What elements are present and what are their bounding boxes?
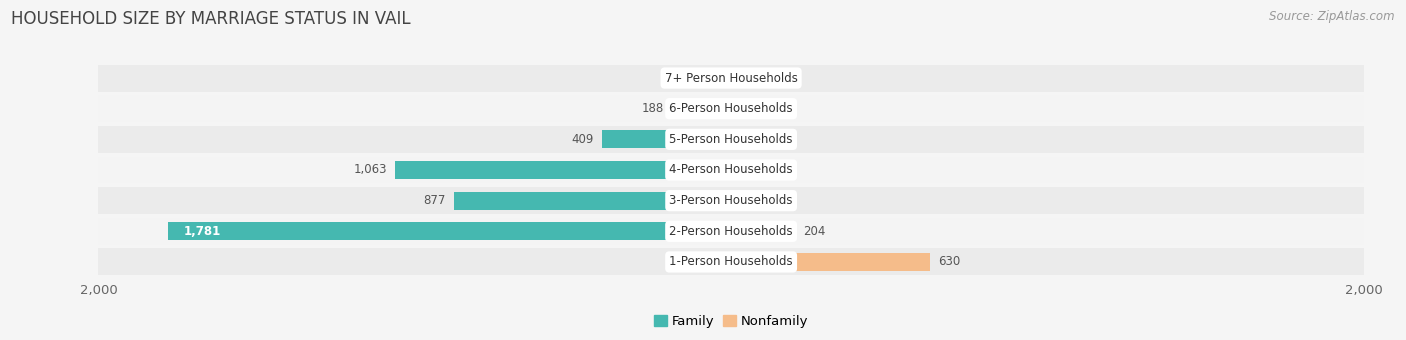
Bar [731, 192, 756, 209]
Text: 1,781: 1,781 [184, 225, 221, 238]
Bar [98, 187, 1364, 214]
Text: 877: 877 [423, 194, 446, 207]
Text: HOUSEHOLD SIZE BY MARRIAGE STATUS IN VAIL: HOUSEHOLD SIZE BY MARRIAGE STATUS IN VAI… [11, 10, 411, 28]
Bar [98, 65, 1364, 91]
Text: 0: 0 [765, 71, 772, 85]
Text: 409: 409 [571, 133, 593, 146]
Text: 0: 0 [765, 164, 772, 176]
Text: 0: 0 [765, 194, 772, 207]
Bar [731, 131, 756, 148]
Text: 69: 69 [686, 71, 702, 85]
Text: 188: 188 [641, 102, 664, 115]
Bar [98, 95, 1364, 122]
Bar [454, 192, 731, 209]
Bar [731, 100, 756, 118]
Bar [98, 218, 1364, 245]
Text: 2-Person Households: 2-Person Households [669, 225, 793, 238]
Text: 3-Person Households: 3-Person Households [669, 194, 793, 207]
Text: 630: 630 [938, 255, 960, 269]
Text: 6-Person Households: 6-Person Households [669, 102, 793, 115]
Bar [98, 156, 1364, 184]
Bar [731, 253, 931, 271]
Text: 5-Person Households: 5-Person Households [669, 133, 793, 146]
Text: 0: 0 [765, 133, 772, 146]
Bar [731, 69, 756, 87]
Legend: Family, Nonfamily: Family, Nonfamily [648, 310, 814, 333]
Bar [98, 249, 1364, 275]
Text: 1,063: 1,063 [353, 164, 387, 176]
Text: 4-Person Households: 4-Person Households [669, 164, 793, 176]
Bar [602, 131, 731, 148]
Bar [672, 100, 731, 118]
Text: 204: 204 [804, 225, 825, 238]
Bar [731, 161, 756, 179]
Text: 1-Person Households: 1-Person Households [669, 255, 793, 269]
Text: Source: ZipAtlas.com: Source: ZipAtlas.com [1270, 10, 1395, 23]
Text: 0: 0 [765, 102, 772, 115]
Bar [709, 69, 731, 87]
Bar [167, 222, 731, 240]
Text: 7+ Person Households: 7+ Person Households [665, 71, 797, 85]
Bar [395, 161, 731, 179]
Bar [98, 126, 1364, 153]
Bar [731, 222, 796, 240]
